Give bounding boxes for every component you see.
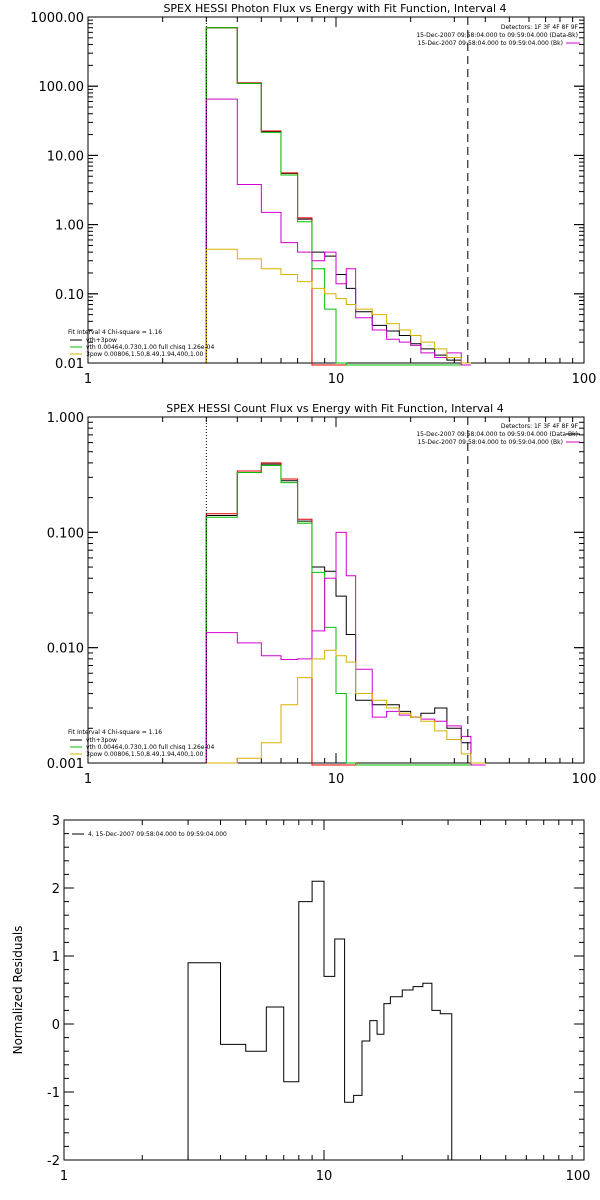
count-header-line: Detectors: 1F 3F 4F 8F 9F bbox=[501, 423, 579, 430]
photon-series-0 bbox=[205, 27, 471, 366]
count-series-4 bbox=[206, 649, 486, 764]
photon-title: SPEX HESSI Photon Flux vs Energy with Fi… bbox=[163, 2, 506, 15]
residuals-ytick-label: 0 bbox=[52, 1018, 60, 1033]
photon-fit-text: vth+3pow bbox=[86, 337, 117, 344]
photon-series-2 bbox=[205, 27, 471, 366]
photon-ytick-label: 10.00 bbox=[47, 149, 84, 164]
photon-series-3 bbox=[205, 98, 471, 366]
residuals-plot-frame bbox=[63, 819, 585, 1161]
photon-ytick-label: 1.00 bbox=[55, 219, 84, 234]
count-ytick-label: 0.010 bbox=[47, 642, 84, 657]
count-fit-text: vth 0.00464,0.730,1.00 full chisq 1.26e-… bbox=[86, 744, 214, 751]
photon-gridticks bbox=[87, 16, 585, 364]
residuals-ytick-label: 2 bbox=[52, 882, 60, 897]
count-title: SPEX HESSI Count Flux vs Energy with Fit… bbox=[166, 402, 503, 415]
photon-header-line: Detectors: 1F 3F 4F 8F 9F bbox=[501, 24, 579, 31]
count-vlines bbox=[205, 417, 469, 763]
photon-ytick-label: 0.10 bbox=[55, 288, 84, 303]
count-xtick-label: 100 bbox=[572, 772, 597, 787]
count-header-line: 15-Dec-2007 09:58:04.000 to 09:59:04.000… bbox=[418, 439, 563, 446]
count-series-2 bbox=[205, 464, 486, 766]
photon-series-1 bbox=[205, 27, 471, 366]
photon-fit-text: 3pow 0.00806,1.50,8.49,1.94,400,1.00 bbox=[86, 351, 204, 358]
photon-ytick-label: 0.01 bbox=[55, 357, 84, 372]
photon-series bbox=[205, 27, 471, 366]
residuals-series bbox=[187, 880, 463, 1161]
count-gridticks bbox=[87, 416, 585, 764]
residuals-gridticks bbox=[63, 819, 585, 1161]
count-fit-text: 3pow 0.00806,1.50,8.49,1.94,400,1.00 bbox=[86, 751, 204, 758]
count-fit-text: Fit Interval 4 Chi-square = 1.16 bbox=[68, 729, 162, 736]
photon-xtick-label: 10 bbox=[328, 372, 345, 387]
photon-header-line: 15-Dec-2007 09:58:04.000 to 09:59:04.000… bbox=[416, 32, 578, 39]
residuals-ytick-label: 3 bbox=[52, 814, 60, 829]
photon-ytick-label: 1000.00 bbox=[30, 11, 84, 26]
count-fit-text: vth+3pow bbox=[86, 737, 117, 744]
photon-xtick-label: 100 bbox=[572, 372, 597, 387]
photon-fit-text: Fit Interval 4 Chi-square = 1.16 bbox=[68, 329, 162, 336]
photon-ytick-label: 100.00 bbox=[39, 80, 85, 95]
photon-fit-text: vth 0.00464,0.730,1.00 full chisq 1.26e-… bbox=[86, 344, 214, 351]
residuals-xtick-label: 1 bbox=[60, 1169, 68, 1184]
count-ytick-label: 0.001 bbox=[47, 757, 84, 772]
residuals-ytick-label: -1 bbox=[47, 1086, 60, 1101]
residuals-ytick-label: 1 bbox=[52, 950, 60, 965]
photon-vlines bbox=[205, 17, 469, 363]
residuals-ylabel: Normalized Residuals bbox=[11, 926, 25, 1055]
count-header-line: 15-Dec-2007 09:58:04.000 to 09:59:04.000… bbox=[416, 431, 578, 438]
count-xtick-label: 1 bbox=[84, 772, 92, 787]
panel-count-flux: SPEX HESSI Count Flux vs Energy with Fit… bbox=[47, 402, 597, 787]
residuals-series-0 bbox=[187, 880, 463, 1161]
panel-photon-flux: SPEX HESSI Photon Flux vs Energy with Fi… bbox=[30, 2, 596, 387]
count-ytick-label: 1.000 bbox=[47, 411, 84, 426]
panel-residuals: 1 10 100 -2 -1 0 1 2 3 Normalized Residuals 4… bbox=[11, 814, 590, 1184]
count-xtick-label: 10 bbox=[328, 772, 345, 787]
photon-header-line: 15-Dec-2007 09:58:04.000 to 09:59:04.000… bbox=[418, 40, 563, 47]
residuals-legend-text: 4, 15-Dec-2007 09:58:04.000 to 09:59:04.… bbox=[88, 831, 227, 838]
count-ytick-label: 0.100 bbox=[47, 526, 84, 541]
count-series bbox=[205, 462, 486, 766]
photon-xtick-label: 1 bbox=[84, 372, 92, 387]
residuals-xtick-label: 10 bbox=[316, 1169, 333, 1184]
residuals-xtick-label: 100 bbox=[566, 1169, 591, 1184]
photon-series-4 bbox=[205, 248, 471, 364]
residuals-ytick-label: -2 bbox=[47, 1154, 60, 1169]
